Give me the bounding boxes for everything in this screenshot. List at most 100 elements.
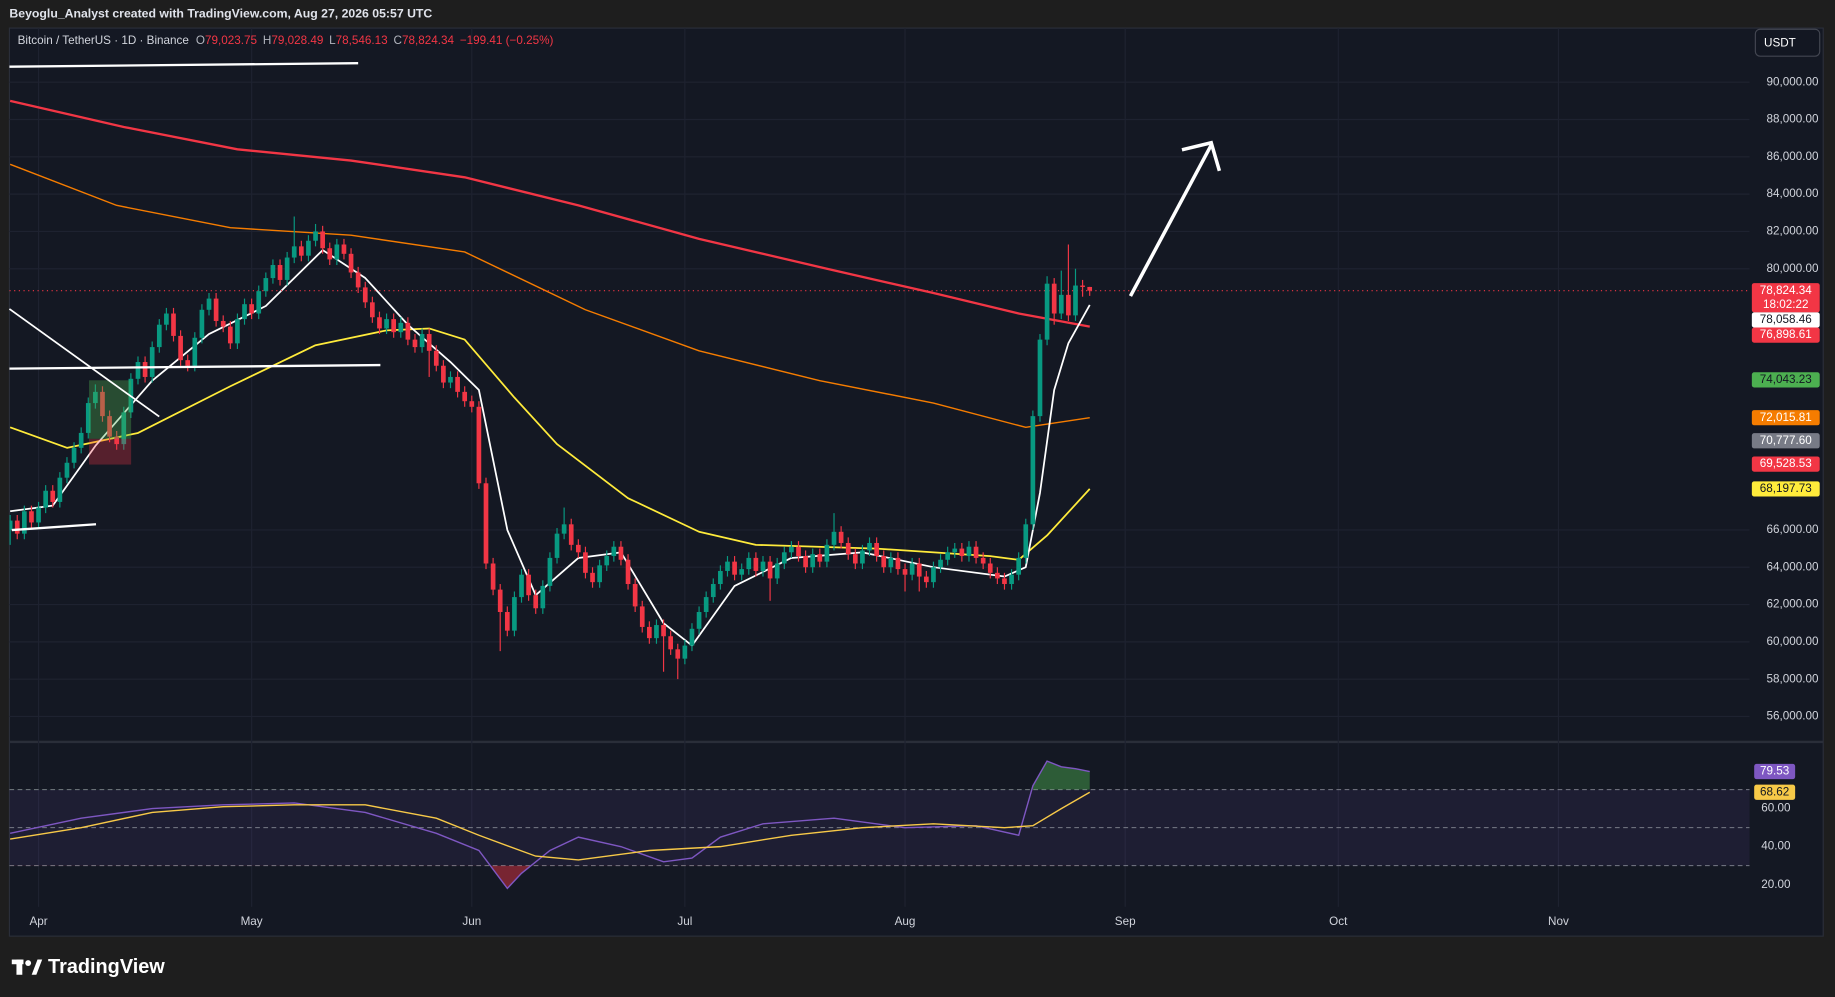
candle-body [320, 231, 325, 249]
candle-body [9, 520, 13, 530]
candle-body [675, 649, 681, 659]
candle-body [845, 542, 851, 555]
candle-body [959, 548, 965, 557]
price-badge [1751, 456, 1820, 472]
candle-body [874, 542, 879, 557]
candle-body [391, 319, 397, 333]
candle-body [490, 563, 496, 590]
candle-body [767, 561, 773, 579]
candle-body [249, 304, 254, 314]
countdown: 18:02:22 [1763, 298, 1809, 311]
candle-body [753, 557, 759, 571]
rsi-pane [9, 760, 1750, 890]
candle-body [639, 606, 645, 627]
candle-body [213, 298, 219, 321]
credit: Beyoglu_Analyst created with TradingView… [9, 6, 432, 20]
candle-body [277, 265, 283, 280]
candle-body [739, 569, 745, 575]
candle-body [781, 552, 787, 564]
x-tick-label: Oct [1329, 915, 1348, 928]
y-tick-label: 84,000.00 [1767, 187, 1819, 200]
candle-body [654, 625, 659, 639]
candle-body [831, 531, 837, 545]
candle-body [327, 248, 333, 260]
legend-value: 79,028.49 [271, 34, 323, 47]
candle-body [973, 546, 979, 558]
moving-average [9, 327, 1091, 561]
candle-body [426, 334, 432, 351]
rsi-line [10, 791, 1091, 861]
brand [11, 959, 43, 975]
trendline [9, 62, 359, 68]
y-tick-label: 80,000.00 [1767, 262, 1819, 275]
rsi-badge-label: 79.53 [1760, 765, 1789, 778]
trendline [11, 523, 97, 532]
candle-body [462, 391, 468, 402]
candle-body [618, 546, 624, 560]
candle-body [504, 612, 510, 631]
candle-body [135, 362, 141, 379]
candle-body [519, 574, 524, 598]
trendline [9, 363, 381, 370]
candle-body [220, 320, 226, 327]
price-badge-label: 78,058.46 [1760, 313, 1812, 326]
axes: 90,000.00 88,000.00 86,000.00 84,000.00 82,0… [29, 75, 1819, 928]
rsi-tick-label: 60.00 [1761, 802, 1791, 815]
candle-body [540, 585, 546, 609]
position-loss [89, 438, 132, 465]
currency-button[interactable] [1754, 28, 1821, 57]
candle-body [419, 334, 425, 348]
candle-body [29, 511, 34, 523]
x-tick-label: May [241, 915, 263, 928]
drawings [8, 62, 1222, 532]
price-badge-label: 72,015.81 [1760, 411, 1812, 424]
candle-body [270, 265, 276, 279]
candle-body [682, 645, 688, 659]
candle-body [1044, 283, 1050, 340]
candle-body [370, 302, 375, 318]
logo-part [25, 960, 32, 966]
candle-body [668, 636, 674, 650]
moving-average [9, 99, 1090, 328]
candle-body [43, 490, 48, 508]
candle-body [142, 362, 148, 377]
candle-body [625, 559, 631, 585]
candle-body [178, 335, 183, 361]
candle-body [746, 557, 752, 570]
candle-body [902, 569, 908, 575]
currency[interactable]: USDT [1764, 36, 1796, 49]
candle-body [966, 546, 972, 557]
candle-body [334, 244, 340, 260]
candle-body [852, 554, 858, 564]
candle-body [185, 360, 191, 366]
candle-body [476, 406, 482, 484]
candle-body [881, 556, 887, 568]
candle-body [14, 520, 20, 534]
candle-body [1058, 294, 1064, 314]
candle-body [85, 403, 91, 433]
candle-body [355, 272, 361, 288]
candle-body [554, 533, 560, 558]
candle-body [206, 298, 212, 310]
rsi-tick-label: 40.00 [1761, 840, 1791, 853]
price-badge [1751, 327, 1820, 343]
candle-body [718, 570, 723, 585]
candles [9, 216, 1750, 680]
candle-body [348, 253, 354, 273]
candle-body [50, 490, 56, 502]
candle-body [341, 244, 347, 254]
legend-change: −199.41 (−0.25%) [460, 34, 554, 47]
candle-body [78, 432, 84, 448]
candle-body [916, 563, 922, 577]
candle-body [306, 240, 311, 256]
candle-body [36, 507, 41, 523]
rsi-tick-label: 20.00 [1761, 878, 1791, 891]
candle-body [689, 628, 695, 646]
candle-body [931, 567, 936, 583]
candle-body [284, 257, 290, 280]
candle-body [732, 561, 737, 575]
candle-body [760, 561, 766, 571]
candle-body [1073, 285, 1078, 316]
legend: Bitcoin / TetherUS · 1D · Binance O79,023… [18, 34, 554, 47]
